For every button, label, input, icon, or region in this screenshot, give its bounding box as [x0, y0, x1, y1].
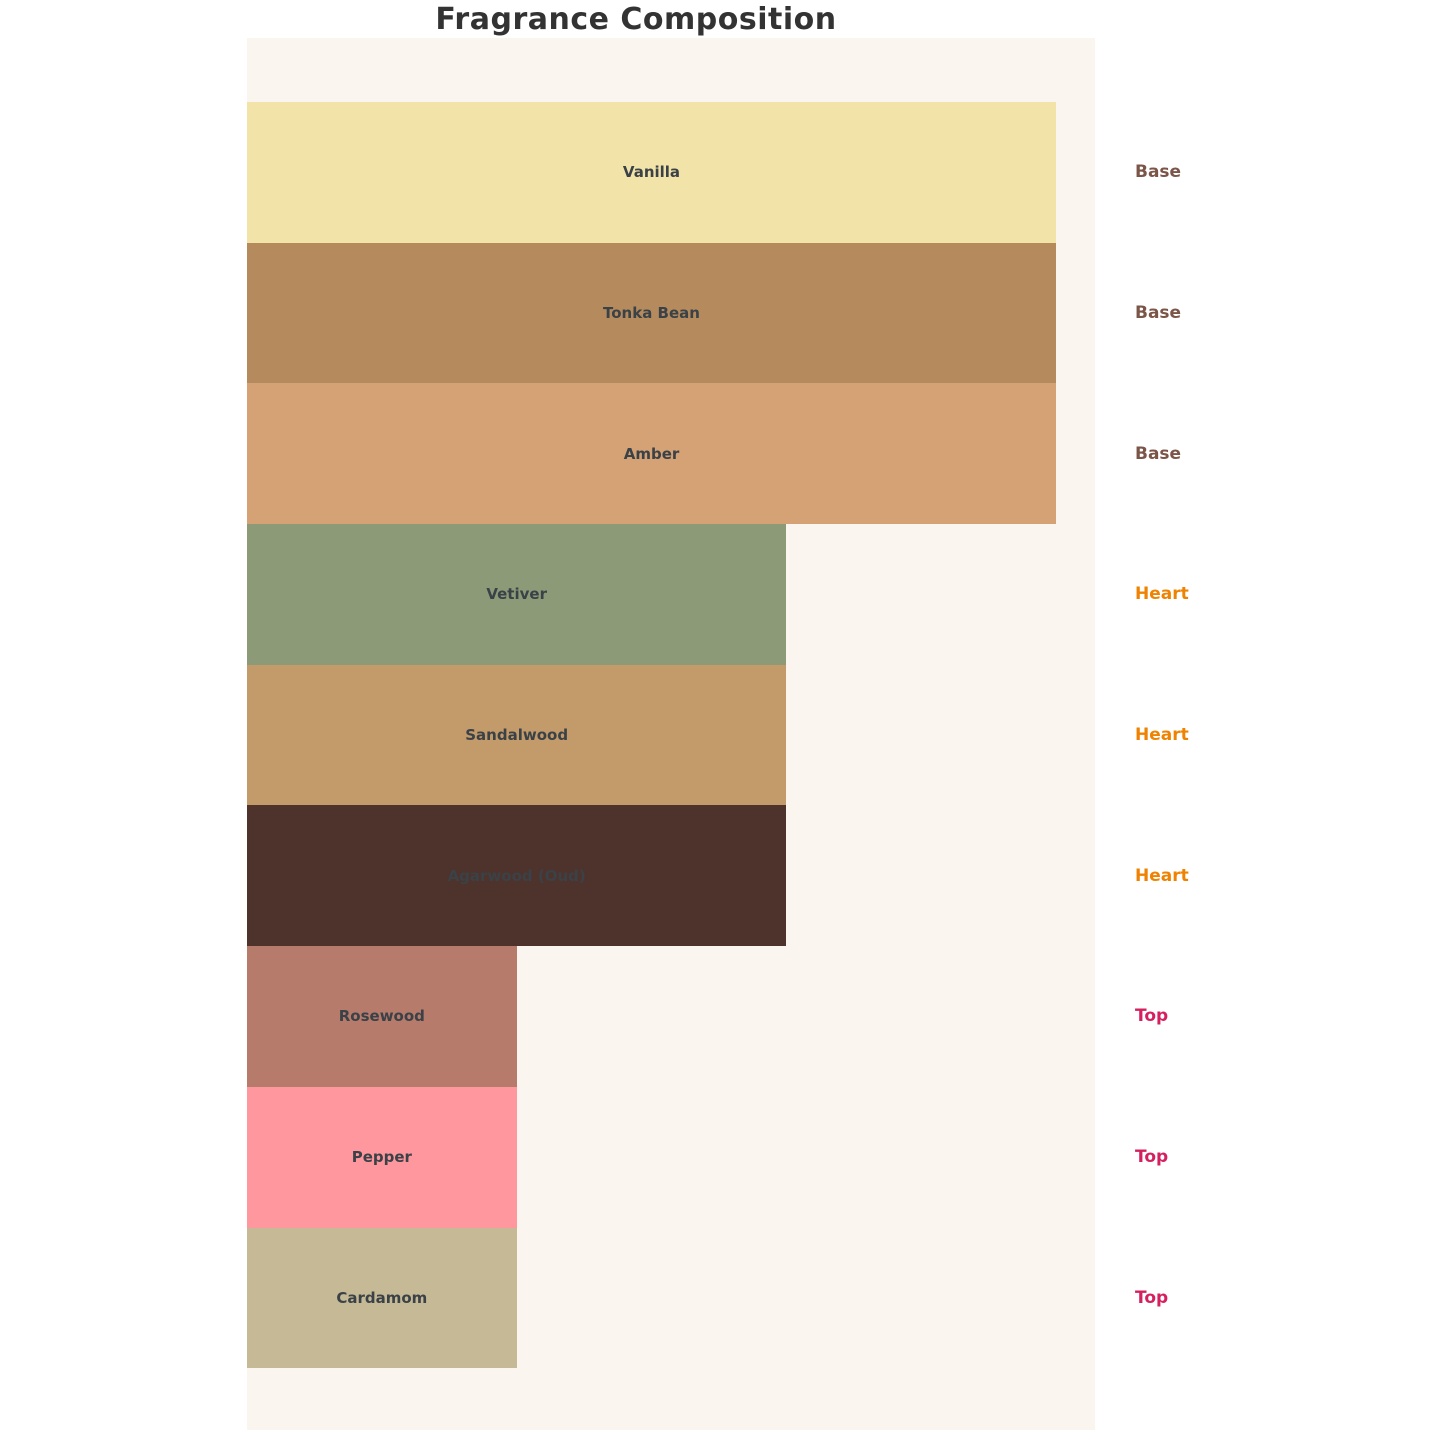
bar-amber: Amber: [247, 383, 1056, 525]
note-group-label-base-1: Base: [1135, 162, 1182, 183]
bar-sandalwood: Sandalwood: [247, 664, 787, 806]
note-group-label-heart-3: Heart: [1135, 865, 1189, 886]
bar-rosewood: Rosewood: [247, 946, 517, 1087]
bar-label: Vetiver: [486, 585, 547, 604]
bar-label: Pepper: [351, 1148, 412, 1167]
bar-label: Amber: [623, 444, 680, 463]
bar-label: Rosewood: [338, 1007, 425, 1026]
bar-agarwood-oud: Agarwood (Oud): [247, 805, 787, 947]
note-group-label-top-2: Top: [1135, 1147, 1169, 1168]
page-title: Fragrance Composition: [435, 2, 837, 37]
bar-stack: Vanilla Tonka Bean Amber Vetiver Sandalw…: [247, 102, 1095, 1369]
note-group-label-heart-2: Heart: [1135, 725, 1189, 746]
bar-label: Agarwood (Oud): [447, 866, 586, 885]
bar-label: Vanilla: [622, 163, 681, 182]
bar-label: Sandalwood: [465, 726, 569, 745]
chart-panel: Vanilla Tonka Bean Amber Vetiver Sandalw…: [247, 38, 1095, 1430]
note-group-label-base-3: Base: [1135, 443, 1182, 464]
bar-label: Cardamom: [336, 1288, 428, 1307]
bar-tonka-bean: Tonka Bean: [247, 242, 1056, 384]
note-group-label-base-2: Base: [1135, 303, 1182, 324]
note-group-column: Base Base Base Heart Heart Heart Top Top…: [1135, 102, 1335, 1368]
bar-pepper: Pepper: [247, 1086, 517, 1228]
bar-cardamom: Cardamom: [247, 1227, 517, 1369]
note-group-label-top-1: Top: [1135, 1006, 1169, 1027]
bar-label: Tonka Bean: [603, 304, 700, 323]
bar-vetiver: Vetiver: [247, 524, 787, 665]
bar-vanilla: Vanilla: [247, 102, 1056, 243]
note-group-label-heart-1: Heart: [1135, 584, 1189, 605]
note-group-label-top-3: Top: [1135, 1287, 1169, 1308]
